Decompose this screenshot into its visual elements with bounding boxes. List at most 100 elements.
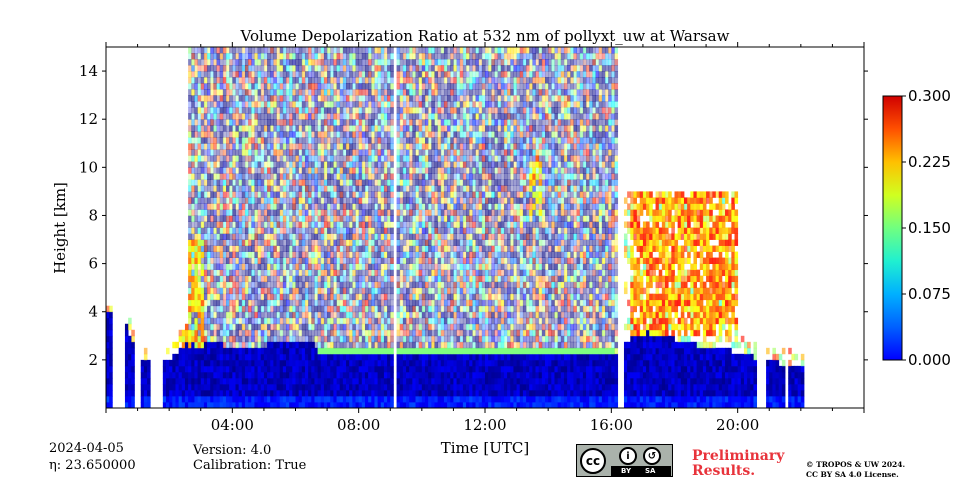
heatmap-cell: [226, 53, 230, 60]
heatmap-cell: [327, 287, 331, 295]
heatmap-cell: [428, 47, 432, 54]
heatmap-cell: [260, 89, 265, 96]
heatmap-cell: [361, 371, 366, 379]
heatmap-cell: [229, 389, 233, 397]
heatmap-cell: [222, 119, 227, 126]
heatmap-cell: [431, 377, 435, 385]
heatmap-cell: [336, 293, 341, 301]
heatmap-cell: [380, 233, 385, 240]
heatmap-cell: [317, 125, 322, 132]
heatmap-cell: [267, 209, 271, 216]
heatmap-cell: [273, 245, 277, 252]
heatmap-cell: [352, 275, 356, 283]
heatmap-cell: [222, 359, 227, 367]
heatmap-cell: [270, 89, 274, 96]
heatmap-cell: [406, 323, 410, 331]
heatmap-cell: [298, 275, 303, 283]
heatmap-cell: [106, 317, 110, 325]
heatmap-cell: [235, 107, 240, 114]
heatmap-cell: [140, 371, 145, 379]
heatmap-cell: [333, 341, 337, 349]
heatmap-cell: [402, 77, 407, 84]
heatmap-cell: [276, 269, 281, 277]
heatmap-cell: [289, 77, 293, 84]
heatmap-cell: [387, 233, 391, 240]
heatmap-cell: [406, 185, 410, 192]
heatmap-cell: [330, 53, 334, 60]
heatmap-cell: [358, 359, 363, 367]
heatmap-cell: [387, 221, 391, 228]
heatmap-cell: [421, 281, 426, 289]
heatmap-cell: [327, 293, 331, 301]
heatmap-cell: [323, 161, 328, 168]
heatmap-cell: [406, 173, 410, 180]
heatmap-cell: [279, 347, 284, 355]
heatmap-cell: [308, 287, 312, 295]
heatmap-cell: [424, 395, 429, 403]
heatmap-cell: [200, 263, 205, 271]
heatmap-cell: [323, 167, 328, 174]
heatmap-cell: [380, 383, 385, 391]
heatmap-cell: [251, 389, 255, 397]
heatmap-cell: [203, 275, 208, 283]
heatmap-cell: [333, 167, 337, 174]
heatmap-cell: [364, 197, 369, 204]
heatmap-cell: [106, 329, 110, 337]
heatmap-cell: [188, 299, 192, 307]
heatmap-cell: [248, 65, 252, 72]
heatmap-cell: [260, 131, 265, 138]
heatmap-cell: [358, 341, 363, 349]
heatmap-cell: [349, 257, 353, 264]
heatmap-cell: [298, 179, 303, 186]
heatmap-cell: [374, 281, 379, 289]
heatmap-cell: [330, 389, 334, 397]
heatmap-cell: [282, 233, 287, 240]
heatmap-cell: [229, 161, 233, 168]
heatmap-cell: [402, 395, 407, 403]
heatmap-cell: [368, 377, 372, 385]
heatmap-cell: [222, 107, 227, 114]
heatmap-cell: [147, 377, 151, 385]
heatmap-cell: [304, 329, 309, 337]
heatmap-cell: [194, 269, 198, 277]
heatmap-cell: [361, 245, 366, 252]
heatmap-cell: [364, 239, 369, 246]
heatmap-cell: [200, 119, 205, 126]
heatmap-cell: [387, 359, 391, 367]
heatmap-cell: [434, 341, 439, 349]
heatmap-cell: [406, 281, 410, 289]
heatmap-cell: [374, 161, 379, 168]
heatmap-cell: [260, 305, 265, 313]
heatmap-cell: [191, 149, 195, 156]
heatmap-cell: [368, 71, 372, 78]
heatmap-cell: [437, 371, 442, 379]
heatmap-cell: [336, 383, 341, 391]
heatmap-cell: [194, 125, 198, 132]
heatmap-cell: [244, 365, 249, 373]
heatmap-cell: [371, 371, 375, 379]
heatmap-cell: [333, 65, 337, 72]
heatmap-cell: [355, 167, 360, 174]
heatmap-cell: [216, 155, 221, 162]
heatmap-cell: [238, 395, 243, 403]
heatmap-cell: [374, 383, 379, 391]
heatmap-cell: [409, 47, 413, 54]
heatmap-cell: [415, 125, 420, 132]
heatmap-cell: [311, 137, 315, 144]
heatmap-cell: [301, 317, 306, 325]
heatmap-cell: [412, 173, 416, 180]
heatmap-cell: [200, 65, 205, 72]
heatmap-cell: [213, 107, 217, 114]
heatmap-cell: [232, 221, 236, 228]
heatmap-cell: [440, 125, 445, 132]
heatmap-cell: [263, 119, 268, 126]
heatmap-cell: [336, 47, 341, 54]
heatmap-cell: [371, 251, 375, 258]
heatmap-cell: [191, 353, 195, 361]
heatmap-cell: [292, 389, 296, 397]
heatmap-cell: [374, 101, 379, 108]
heatmap-cell: [368, 191, 372, 198]
heatmap-cell: [292, 353, 296, 361]
heatmap-cell: [317, 245, 322, 252]
heatmap-cell: [279, 143, 284, 150]
